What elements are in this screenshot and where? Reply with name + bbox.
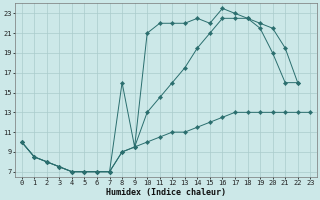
X-axis label: Humidex (Indice chaleur): Humidex (Indice chaleur) [106,188,226,197]
